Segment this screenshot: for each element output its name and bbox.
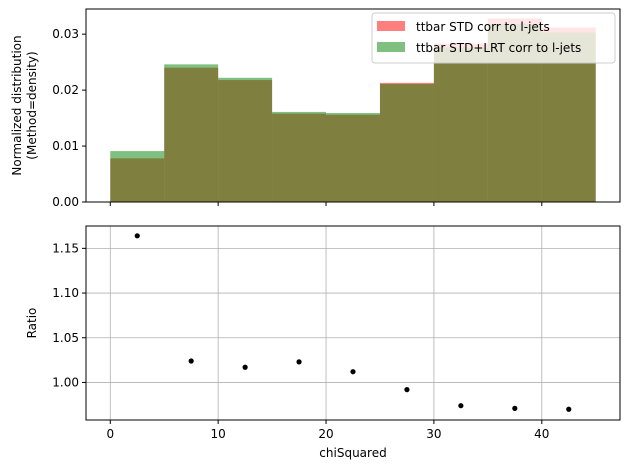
top-y-tick-label: 0.01 xyxy=(52,139,79,153)
bottom-y-axis-label: Ratio xyxy=(25,308,39,339)
ratio-point-8 xyxy=(566,406,572,412)
histogram-bars xyxy=(110,18,596,203)
top-x-axis-ticks xyxy=(109,202,543,206)
bottom-ratio-panel: 1.00 1.05 1.10 1.15 0 10 20 30 40 Ratio chiSqua… xyxy=(25,225,621,460)
ratio-point-0 xyxy=(134,233,140,239)
histogram-bar-1-2 xyxy=(218,77,273,202)
bottom-y-tick-label: 1.00 xyxy=(52,375,79,389)
bottom-x-tick-label: 30 xyxy=(426,427,441,441)
ratio-point-6 xyxy=(458,403,464,409)
top-y-axis-label-line-1: Normalized distribution xyxy=(10,35,24,175)
legend-swatch-std xyxy=(377,21,405,31)
top-histogram-panel: 0.00 0.01 0.02 0.03 Normalized distribution… xyxy=(10,8,621,209)
ratio-point-1 xyxy=(188,358,194,364)
top-y-axis-label-line-2: (Method=density) xyxy=(25,51,39,159)
top-plot-frame xyxy=(85,8,621,203)
top-y-tick-label: 0.02 xyxy=(52,83,79,97)
histogram-bar-1-6 xyxy=(433,47,488,202)
ratio-points xyxy=(134,233,572,412)
legend: ttbar STD corr to l-jets ttbar STD+LRT c… xyxy=(371,12,616,64)
histogram-bar-1-5 xyxy=(379,83,434,202)
ratio-point-5 xyxy=(404,387,410,393)
legend-label-std-lrt: ttbar STD+LRT corr to l-jets xyxy=(416,41,581,55)
bottom-y-tick-label: 1.15 xyxy=(52,241,79,255)
legend-swatch-std-lrt xyxy=(377,42,405,52)
ratio-grid xyxy=(86,226,620,420)
bottom-x-axis-ticks: 0 10 20 30 40 xyxy=(106,420,549,441)
bottom-y-tick-label: 1.05 xyxy=(52,331,79,345)
ratio-point-4 xyxy=(350,369,356,375)
top-y-tick-label: 0.03 xyxy=(52,27,79,41)
bottom-y-axis-ticks: 1.00 1.05 1.10 1.15 xyxy=(52,241,86,389)
top-y-tick-label: 0.00 xyxy=(52,195,79,209)
histogram-bar-1-0 xyxy=(110,151,165,202)
ratio-point-2 xyxy=(242,364,248,370)
histogram-bar-1-3 xyxy=(272,111,327,202)
legend-label-std: ttbar STD corr to l-jets xyxy=(416,20,550,34)
bottom-x-tick-label: 10 xyxy=(211,427,226,441)
bottom-x-tick-label: 0 xyxy=(106,427,114,441)
ratio-point-3 xyxy=(296,359,302,365)
histogram-bar-1-4 xyxy=(326,113,380,202)
legend-box xyxy=(371,12,616,64)
bottom-x-axis-label: chiSquared xyxy=(319,446,386,460)
histogram-bar-1-1 xyxy=(164,64,219,203)
ratio-point-7 xyxy=(512,405,518,411)
bottom-y-tick-label: 1.10 xyxy=(52,286,79,300)
bottom-x-tick-label: 40 xyxy=(534,427,549,441)
bottom-plot-frame xyxy=(85,225,621,421)
bottom-x-tick-label: 20 xyxy=(318,427,333,441)
top-y-axis-ticks: 0.00 0.01 0.02 0.03 xyxy=(52,27,86,209)
